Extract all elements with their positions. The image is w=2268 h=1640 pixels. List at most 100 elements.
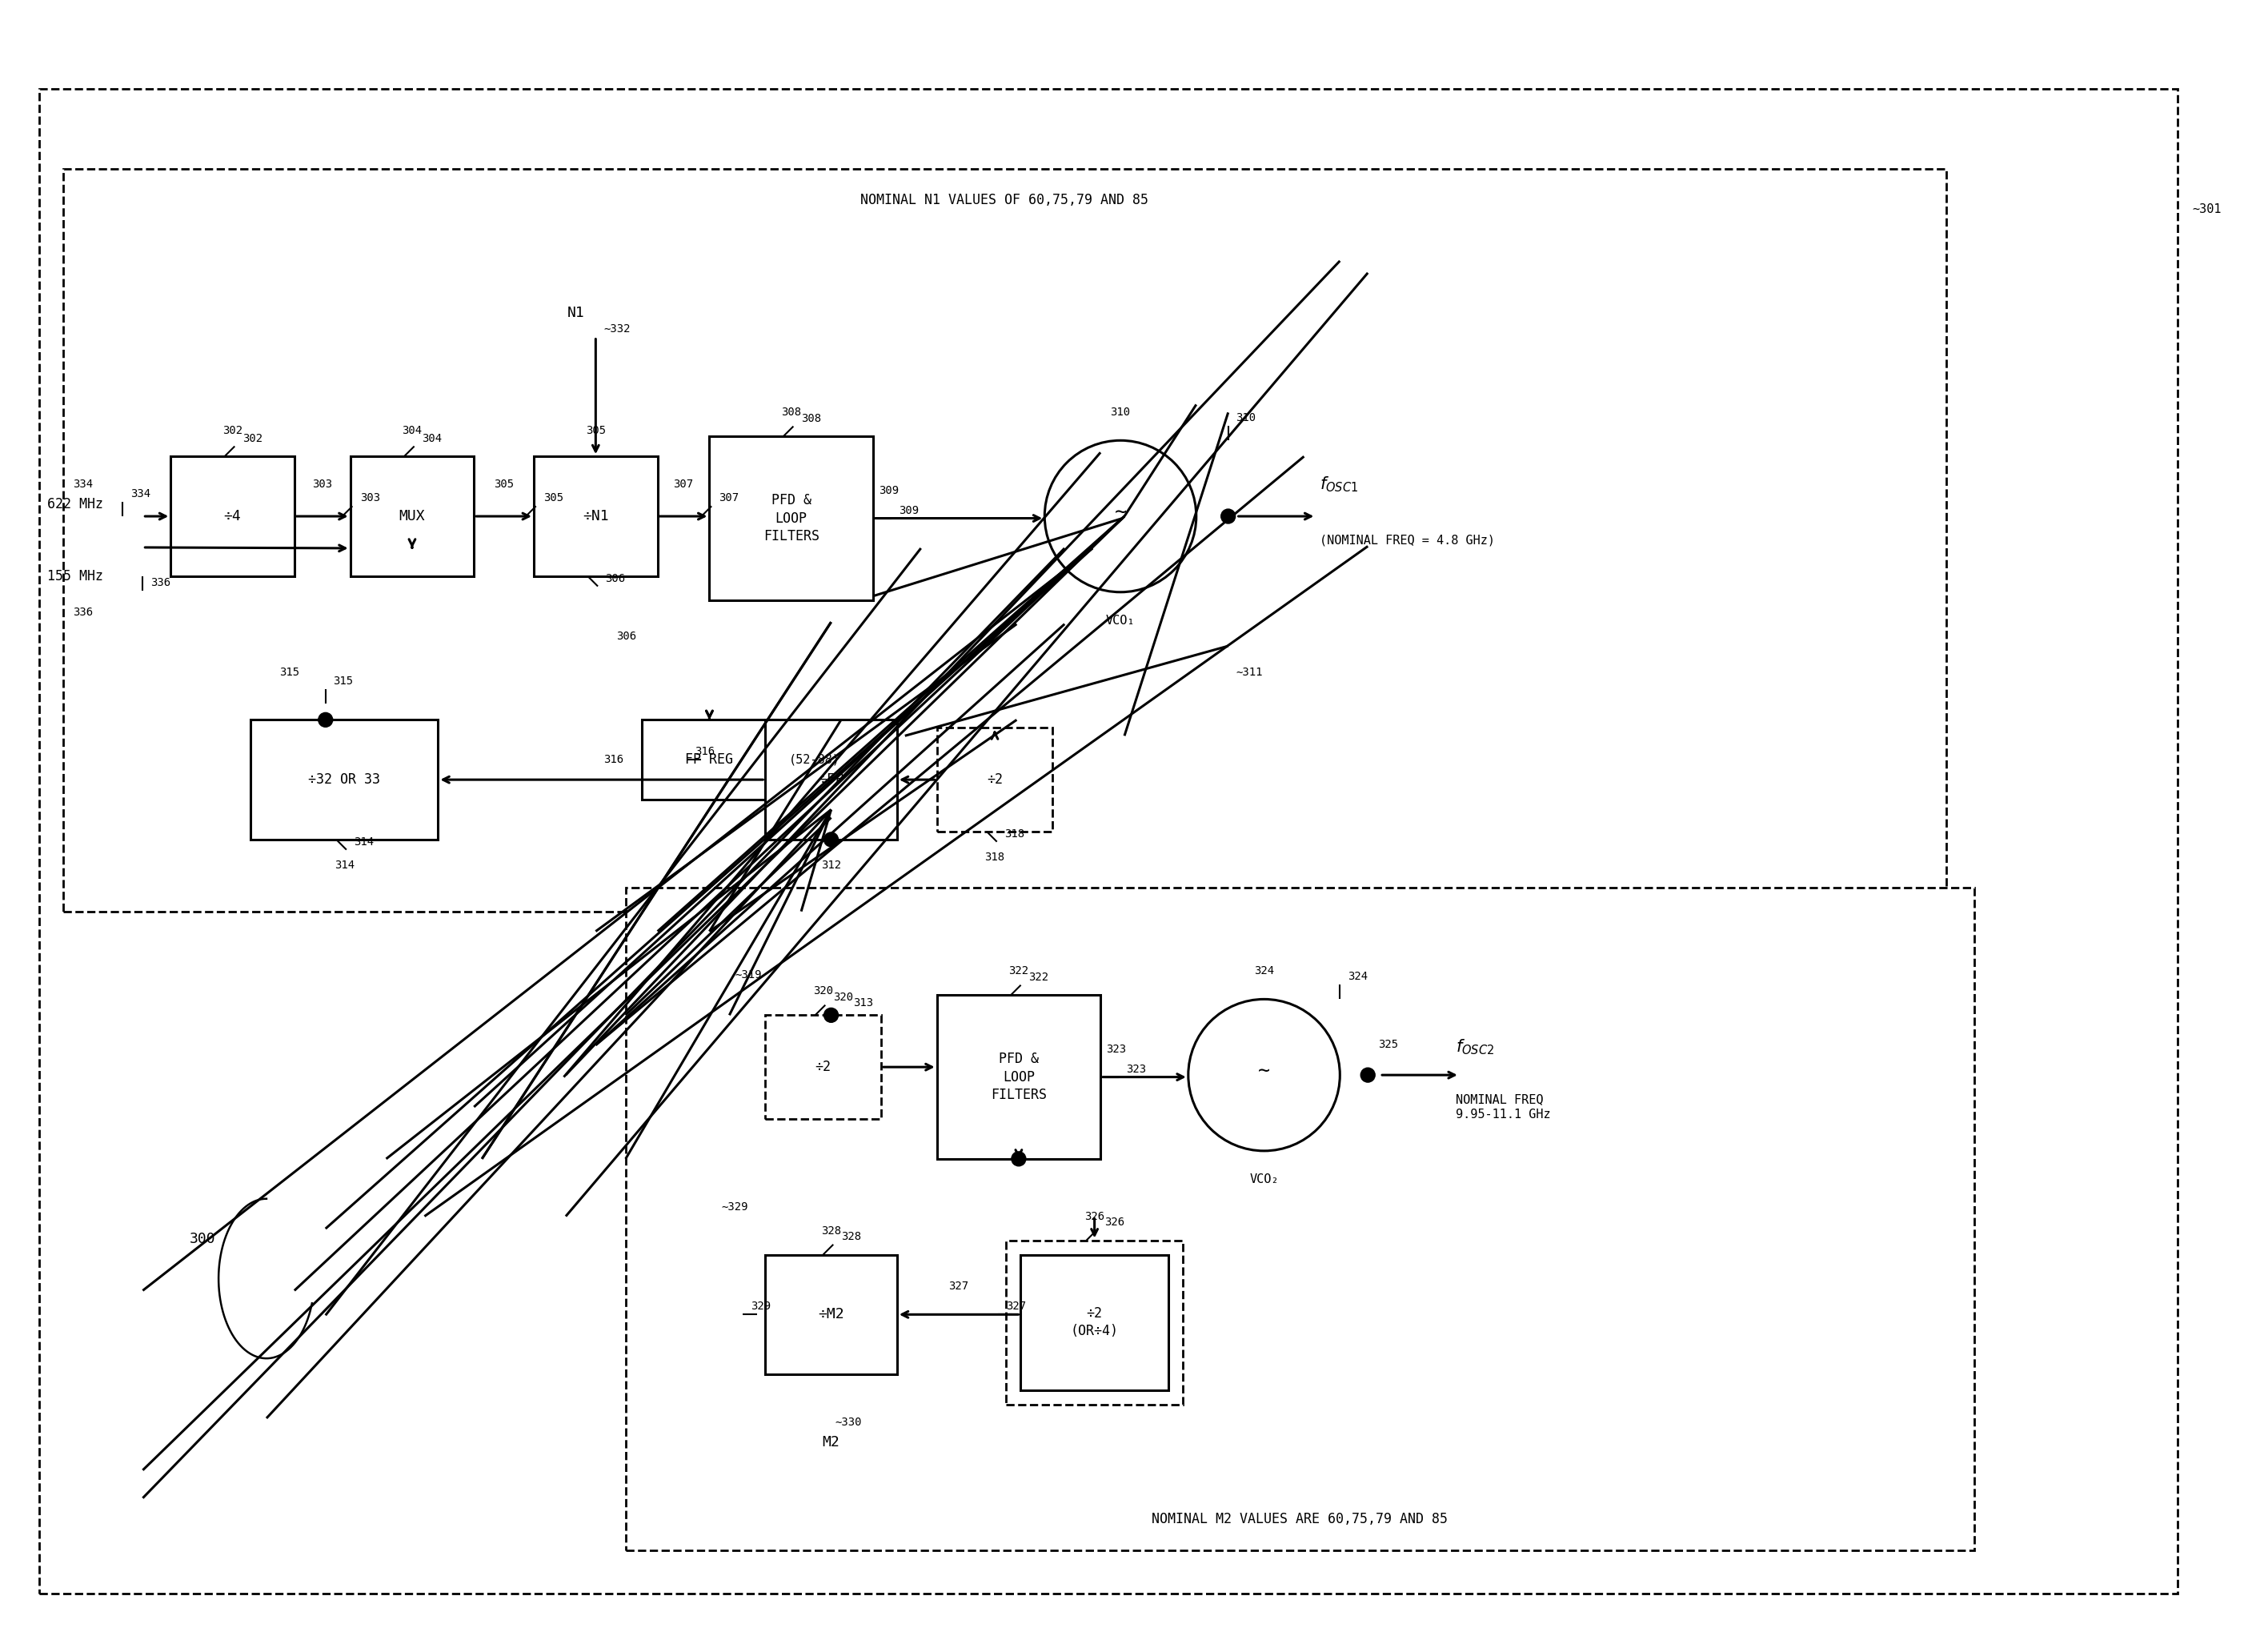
- Text: 309: 309: [898, 505, 919, 517]
- Text: 302: 302: [243, 433, 263, 444]
- Text: ÷32 OR 33: ÷32 OR 33: [308, 772, 381, 787]
- Text: 300: 300: [191, 1232, 215, 1246]
- Bar: [937, 995, 1100, 1159]
- Circle shape: [318, 713, 333, 727]
- Text: VCO₁: VCO₁: [1107, 615, 1134, 626]
- Text: 324: 324: [1254, 966, 1275, 977]
- Text: 323: 323: [1107, 1043, 1127, 1055]
- Text: 304: 304: [422, 433, 442, 444]
- Text: FP REG: FP REG: [685, 753, 733, 768]
- Text: ∼: ∼: [1259, 1061, 1270, 1081]
- Bar: [1021, 1255, 1168, 1391]
- Text: 334: 334: [73, 479, 93, 490]
- Bar: [64, 169, 1946, 912]
- Circle shape: [1012, 1151, 1025, 1166]
- Text: 316: 316: [603, 754, 624, 766]
- Text: NOMINAL M2 VALUES ARE 60,75,79 AND 85: NOMINAL M2 VALUES ARE 60,75,79 AND 85: [1152, 1512, 1447, 1527]
- Text: M2: M2: [823, 1435, 839, 1450]
- Text: 305: 305: [494, 479, 515, 490]
- Text: 328: 328: [841, 1232, 862, 1241]
- Text: PFD &
LOOP
FILTERS: PFD & LOOP FILTERS: [991, 1051, 1048, 1102]
- Text: 322: 322: [1009, 966, 1030, 977]
- Bar: [626, 887, 1975, 1550]
- Text: 336: 336: [150, 577, 170, 589]
- Bar: [764, 1015, 880, 1118]
- Text: 304: 304: [401, 425, 422, 436]
- Bar: [349, 456, 474, 576]
- Text: MUX: MUX: [399, 508, 424, 523]
- Bar: [764, 1255, 896, 1374]
- Text: 309: 309: [880, 485, 898, 495]
- Text: 303: 303: [361, 492, 381, 503]
- Text: ÷FP: ÷FP: [819, 772, 844, 787]
- Text: 308: 308: [801, 413, 821, 423]
- Text: ÷N1: ÷N1: [583, 508, 608, 523]
- Text: 314: 314: [354, 836, 374, 848]
- Bar: [533, 456, 658, 576]
- Text: 315: 315: [279, 666, 299, 677]
- Text: ∼: ∼: [1114, 503, 1127, 522]
- Text: 312: 312: [821, 859, 841, 871]
- Bar: [764, 720, 896, 840]
- Text: ∼332: ∼332: [603, 323, 631, 335]
- Text: 322: 322: [1027, 971, 1048, 982]
- Circle shape: [1361, 1068, 1374, 1082]
- Text: 313: 313: [853, 997, 873, 1009]
- Text: 318: 318: [984, 851, 1005, 863]
- Text: 327: 327: [1005, 1301, 1025, 1312]
- Bar: [710, 436, 873, 600]
- Text: 320: 320: [814, 986, 832, 997]
- Text: 308: 308: [780, 407, 801, 418]
- Text: 327: 327: [948, 1281, 968, 1292]
- Text: ∼329: ∼329: [721, 1200, 748, 1212]
- Text: $f_{OSC1}$: $f_{OSC1}$: [1320, 476, 1359, 494]
- Text: ÷2: ÷2: [814, 1059, 830, 1074]
- Text: ∼319: ∼319: [735, 969, 762, 981]
- Text: ∼311: ∼311: [1236, 666, 1263, 677]
- Text: 334: 334: [129, 489, 150, 500]
- Text: 315: 315: [333, 676, 354, 687]
- Bar: [1007, 1240, 1182, 1405]
- Circle shape: [1220, 508, 1236, 523]
- Text: (NOMINAL FREQ = 4.8 GHz): (NOMINAL FREQ = 4.8 GHz): [1320, 535, 1495, 546]
- Text: 155 MHz: 155 MHz: [48, 569, 102, 584]
- Text: ÷2: ÷2: [987, 772, 1002, 787]
- Text: 326: 326: [1105, 1217, 1125, 1228]
- Text: (52-88): (52-88): [789, 754, 841, 766]
- Text: ÷2
(OR÷4): ÷2 (OR÷4): [1070, 1307, 1118, 1338]
- Text: 622 MHz: 622 MHz: [48, 497, 102, 512]
- Text: 324: 324: [1347, 971, 1368, 982]
- Text: 302: 302: [222, 425, 243, 436]
- Text: NOMINAL N1 VALUES OF 60,75,79 AND 85: NOMINAL N1 VALUES OF 60,75,79 AND 85: [860, 194, 1150, 207]
- Text: 303: 303: [313, 479, 333, 490]
- Text: 328: 328: [821, 1225, 841, 1237]
- Text: 326: 326: [1084, 1210, 1105, 1222]
- Text: 336: 336: [73, 607, 93, 618]
- Text: 305: 305: [585, 425, 606, 436]
- Bar: [249, 720, 438, 840]
- Text: 325: 325: [1377, 1040, 1397, 1050]
- Bar: [642, 720, 778, 800]
- Text: VCO₂: VCO₂: [1250, 1173, 1279, 1186]
- Text: 310: 310: [1111, 407, 1129, 418]
- Text: 316: 316: [694, 746, 714, 758]
- Text: PFD &
LOOP
FILTERS: PFD & LOOP FILTERS: [764, 494, 819, 543]
- Text: 314: 314: [333, 859, 354, 871]
- Text: 307: 307: [674, 479, 694, 490]
- Text: 329: 329: [751, 1301, 771, 1312]
- Text: 306: 306: [606, 572, 626, 584]
- Text: NOMINAL FREQ
9.95-11.1 GHz: NOMINAL FREQ 9.95-11.1 GHz: [1456, 1092, 1551, 1120]
- Text: ∼330: ∼330: [835, 1417, 862, 1428]
- Text: N1: N1: [567, 305, 585, 320]
- Text: 307: 307: [719, 492, 739, 503]
- Text: $f_{OSC2}$: $f_{OSC2}$: [1456, 1038, 1495, 1056]
- Text: 310: 310: [1236, 413, 1256, 423]
- Text: ÷M2: ÷M2: [819, 1307, 844, 1322]
- Text: ÷4: ÷4: [225, 508, 240, 523]
- Text: 306: 306: [617, 630, 635, 641]
- Bar: [170, 456, 295, 576]
- Text: 305: 305: [544, 492, 565, 503]
- Circle shape: [823, 833, 839, 846]
- Text: ~301: ~301: [2193, 203, 2223, 215]
- Circle shape: [823, 1009, 839, 1022]
